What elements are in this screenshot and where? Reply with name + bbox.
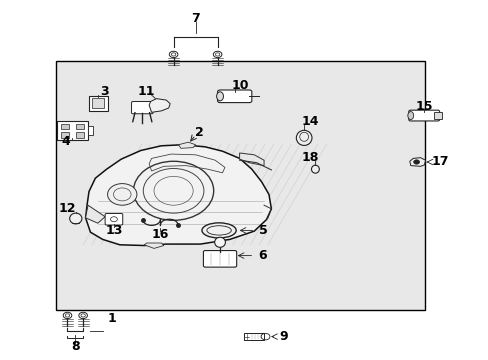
Text: 7: 7 — [191, 12, 200, 25]
FancyBboxPatch shape — [131, 102, 153, 114]
Text: 13: 13 — [105, 224, 122, 237]
Text: 18: 18 — [301, 151, 319, 164]
Circle shape — [213, 51, 222, 58]
Ellipse shape — [214, 237, 225, 247]
Text: 11: 11 — [138, 85, 155, 98]
Text: 4: 4 — [61, 135, 70, 148]
Text: 17: 17 — [430, 156, 448, 168]
FancyBboxPatch shape — [217, 90, 251, 103]
Circle shape — [107, 184, 137, 205]
Text: 12: 12 — [59, 202, 76, 215]
Bar — [76, 132, 83, 138]
FancyBboxPatch shape — [244, 333, 263, 340]
Bar — [56, 61, 425, 310]
Circle shape — [63, 312, 72, 319]
Ellipse shape — [216, 92, 223, 101]
Ellipse shape — [296, 130, 311, 145]
Polygon shape — [178, 142, 195, 148]
Text: 2: 2 — [195, 126, 203, 139]
Polygon shape — [85, 205, 105, 223]
Polygon shape — [144, 243, 163, 248]
FancyBboxPatch shape — [92, 98, 104, 108]
Text: 6: 6 — [258, 249, 266, 262]
Bar — [61, 132, 69, 138]
Polygon shape — [149, 99, 170, 112]
Ellipse shape — [202, 223, 236, 238]
Text: 16: 16 — [151, 228, 169, 241]
Bar — [76, 124, 83, 129]
Text: 1: 1 — [107, 312, 116, 325]
Text: 3: 3 — [100, 85, 108, 98]
FancyBboxPatch shape — [203, 251, 236, 267]
Polygon shape — [409, 158, 425, 166]
Text: 15: 15 — [414, 100, 432, 113]
Circle shape — [79, 312, 87, 319]
Text: 8: 8 — [71, 340, 80, 353]
Ellipse shape — [69, 213, 81, 224]
Polygon shape — [239, 153, 264, 166]
Text: 9: 9 — [279, 330, 288, 343]
FancyBboxPatch shape — [433, 112, 441, 119]
Text: 14: 14 — [301, 115, 319, 128]
FancyBboxPatch shape — [105, 213, 122, 225]
FancyBboxPatch shape — [408, 110, 439, 121]
FancyBboxPatch shape — [89, 96, 107, 111]
Circle shape — [169, 51, 178, 58]
Polygon shape — [85, 145, 271, 246]
Text: 10: 10 — [231, 79, 249, 92]
Ellipse shape — [311, 165, 319, 173]
Bar — [57, 121, 87, 140]
Ellipse shape — [407, 112, 413, 120]
Bar — [87, 126, 93, 135]
Text: 5: 5 — [259, 224, 267, 237]
Circle shape — [413, 160, 419, 164]
Bar — [61, 124, 69, 129]
